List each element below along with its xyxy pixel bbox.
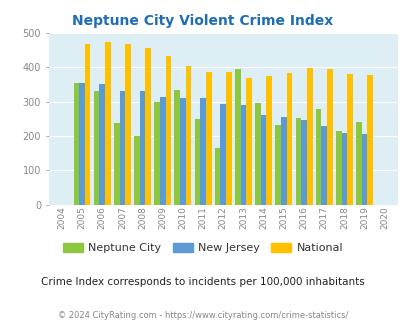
Bar [134,136,139,205]
Bar [185,66,191,205]
Bar [280,117,286,205]
Bar [246,78,252,205]
Bar [315,109,321,205]
Bar [79,83,85,205]
Bar [341,133,346,205]
Legend: Neptune City, New Jersey, National: Neptune City, New Jersey, National [58,238,347,257]
Bar [205,72,211,205]
Bar [275,125,280,205]
Bar [260,115,266,205]
Bar [139,91,145,205]
Bar [306,68,312,205]
Bar [180,98,185,205]
Bar [220,104,226,205]
Bar [114,123,119,205]
Text: Neptune City Violent Crime Index: Neptune City Violent Crime Index [72,15,333,28]
Bar [234,69,240,205]
Bar [295,118,301,205]
Bar [346,74,352,205]
Bar [240,105,246,205]
Bar [286,73,292,205]
Bar [125,44,130,205]
Bar [226,72,231,205]
Bar [94,91,99,205]
Bar [361,134,367,205]
Bar [154,102,160,205]
Bar [160,97,165,205]
Bar [367,75,372,205]
Bar [165,56,171,205]
Text: Crime Index corresponds to incidents per 100,000 inhabitants: Crime Index corresponds to incidents per… [41,277,364,287]
Bar [255,103,260,205]
Bar [355,121,361,205]
Bar [99,84,105,205]
Bar [119,91,125,205]
Bar [145,49,151,205]
Bar [85,44,90,205]
Text: © 2024 CityRating.com - https://www.cityrating.com/crime-statistics/: © 2024 CityRating.com - https://www.city… [58,311,347,320]
Bar [321,126,326,205]
Bar [194,119,200,205]
Bar [266,76,271,205]
Bar [105,42,111,205]
Bar [73,83,79,205]
Bar [174,90,180,205]
Bar [326,69,332,205]
Bar [214,148,220,205]
Bar [301,120,306,205]
Bar [200,98,205,205]
Bar [335,131,341,205]
